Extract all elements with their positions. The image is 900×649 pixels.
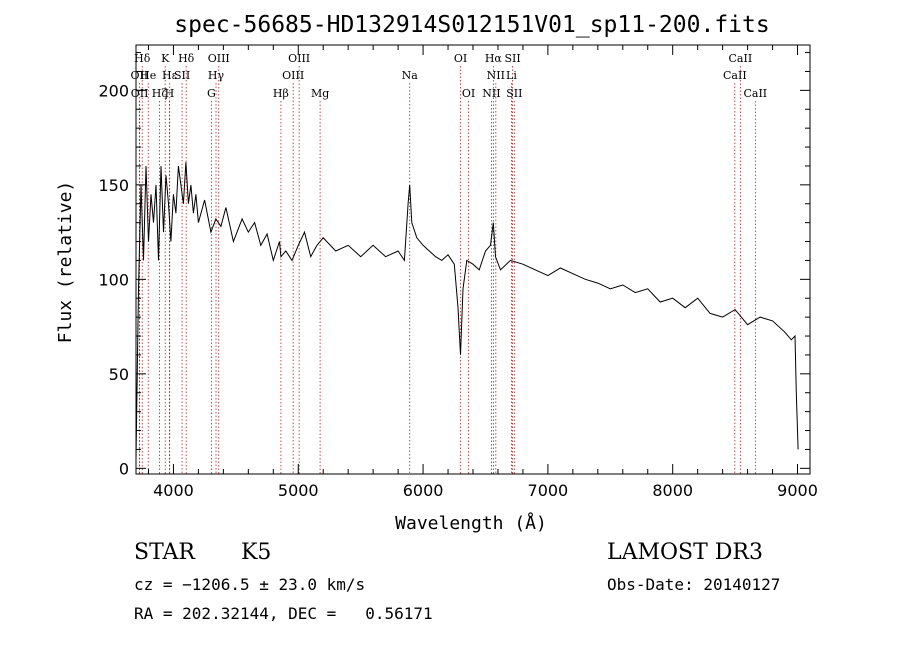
spectral-line-label-4: OIII [288,52,310,65]
spectral-line-label-13: Hγ [208,69,225,82]
coordinates: RA = 202.32144, DEC = 0.56171 [134,604,433,623]
observation-date: Obs-Date: 20140127 [607,575,781,594]
x-tick-label-0: 4000 [153,481,194,500]
y-axis-label: Flux (relative) [55,181,76,344]
spectral-line-label-15: Na [402,69,419,82]
redshift-cz: cz = −1206.5 ± 23.0 km/s [134,575,366,594]
plot-frame [135,44,811,475]
x-axis-ticks: 4000 5000 6000 7000 8000 9000 [147,45,818,500]
spectral-line-label-9: OII [131,69,149,82]
object-class: STAR [134,540,195,565]
spectral-line-label-2: Hδ [178,52,195,65]
spectral-line-label-22: G [207,87,216,100]
spectrum-series-line [135,162,799,459]
spectral-line-label-1: K [161,52,170,65]
survey-name: LAMOST DR3 [607,540,763,565]
x-tick-label-3: 7000 [528,481,569,500]
object-subclass: K5 [241,540,272,565]
x-tick-label-4: 8000 [652,481,693,500]
spectral-line-label-24: Mg [311,87,329,100]
spectral-line-label-11: Hε [162,69,178,82]
spectral-line-label-23: Hβ [273,87,289,100]
y-axis-ticks: 0 50 100 150 200 [98,52,810,478]
spectral-line-label-14: OIII [282,69,304,82]
spectral-line-label-21: H [165,87,175,100]
x-tick-label-1: 5000 [278,481,319,500]
y-tick-label-0: 0 [119,459,129,478]
spectral-line-label-12: SII [174,69,190,82]
spectral-line-label-19: OII [131,87,149,100]
y-tick-label-3: 150 [98,176,129,195]
y-tick-label-2: 100 [98,270,129,289]
y-tick-label-1: 50 [109,365,129,384]
spectral-line-label-10: He [140,69,156,82]
spectral-line-label-16: NII [487,69,505,82]
spectral-line-label-20: Hζ [152,87,168,100]
spectral-line-label-8: CaII [729,52,753,65]
spectral-line-label-5: OI [454,52,467,65]
spectral-line-label-25: OI [462,87,475,100]
spectral-line-label-3: OIII [208,52,230,65]
y-tick-label-4: 200 [98,81,129,100]
spectral-line-label-27: SII [506,87,522,100]
x-tick-label-2: 6000 [403,481,444,500]
x-tick-label-5: 9000 [777,481,818,500]
x-axis-label: Wavelength (Å) [395,512,547,534]
spectral-line-label-6: Hα [485,52,503,65]
spectral-line-label-7: SII [504,52,520,65]
spectral-line-label-0: Hδ [134,52,151,65]
spectral-line-label-18: CaII [723,69,747,82]
spectral-line-label-28: CaII [743,87,767,100]
spectral-line-label-17: Li [506,69,517,82]
spectral-line-label-26: NII [482,87,500,100]
chart-title: spec-56685-HD132914S012151V01_sp11-200.f… [174,12,769,38]
